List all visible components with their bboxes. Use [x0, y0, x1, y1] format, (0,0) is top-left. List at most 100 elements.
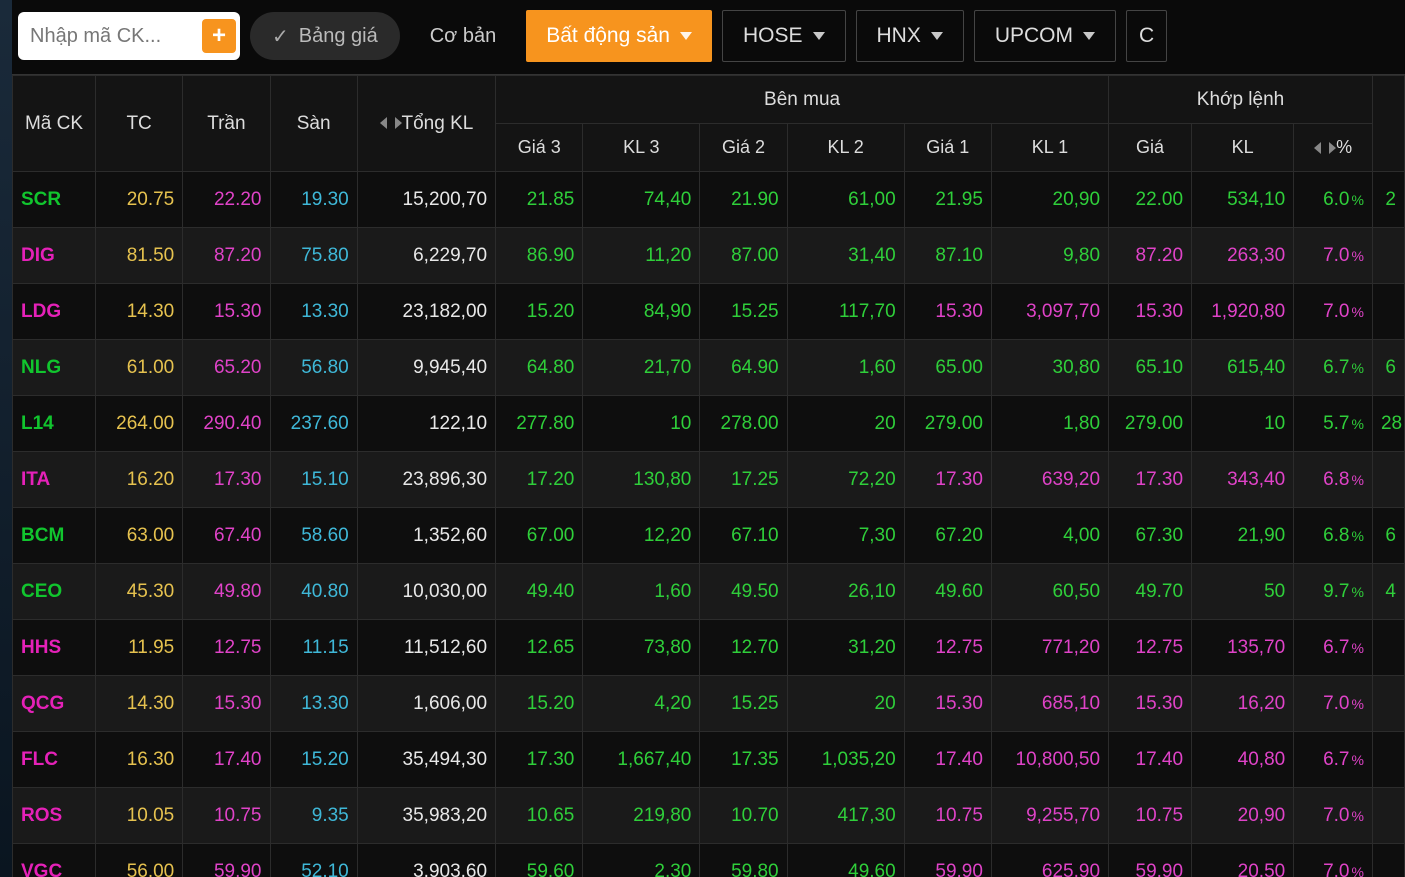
cell: 17.40	[183, 732, 270, 788]
cell: 417,30	[787, 788, 904, 844]
cell: 10.75	[1109, 788, 1192, 844]
cell: 20,90	[1192, 788, 1294, 844]
symbol-input[interactable]	[28, 24, 198, 49]
cell: 6,229,70	[357, 228, 495, 284]
cell: 59.90	[904, 844, 991, 877]
cell: 10.65	[496, 788, 583, 844]
cell: 73,80	[583, 620, 700, 676]
col-gia3[interactable]: Giá 3	[496, 124, 583, 172]
tab-bang-gia[interactable]: ✓ Bảng giá	[250, 12, 400, 60]
cell: 117,70	[787, 284, 904, 340]
cell-pct: 7.0%	[1294, 228, 1373, 284]
cell: 12.70	[700, 620, 787, 676]
cell-pct: 6.8%	[1294, 452, 1373, 508]
cell: 343,40	[1192, 452, 1294, 508]
table-row[interactable]: BCM63.0067.4058.601,352,6067.0012,2067.1…	[13, 508, 1405, 564]
tab-upcom[interactable]: UPCOM	[974, 10, 1116, 62]
cell: 45.30	[96, 564, 183, 620]
table-row[interactable]: CEO45.3049.8040.8010,030,0049.401,6049.5…	[13, 564, 1405, 620]
col-tc[interactable]: TC	[96, 76, 183, 172]
cell: 10,800,50	[991, 732, 1108, 788]
cell: 15.20	[496, 284, 583, 340]
table-row[interactable]: LDG14.3015.3013.3023,182,0015.2084,9015.…	[13, 284, 1405, 340]
cell: 1,60	[583, 564, 700, 620]
cell: SCR	[13, 172, 96, 228]
cell: 279.00	[1109, 396, 1192, 452]
cell: 534,10	[1192, 172, 1294, 228]
cell: 12.75	[904, 620, 991, 676]
cell: 59.90	[183, 844, 270, 877]
cell: 130,80	[583, 452, 700, 508]
cell-pct: 6.7%	[1294, 620, 1373, 676]
tab-co-ban[interactable]: Cơ bản	[410, 25, 516, 48]
tab-more[interactable]: C	[1126, 10, 1167, 62]
cell-pct: 9.7%	[1294, 564, 1373, 620]
tab-bat-dong-san[interactable]: Bất động sản	[526, 10, 712, 62]
cell: 60,50	[991, 564, 1108, 620]
cell: 11.15	[270, 620, 357, 676]
table-row[interactable]: SCR20.7522.2019.3015,200,7021.8574,4021.…	[13, 172, 1405, 228]
table-row[interactable]: VGC56.0059.9052.103,903,6059.602,3059.80…	[13, 844, 1405, 877]
col-mack[interactable]: Mã CK	[13, 76, 96, 172]
col-gia1[interactable]: Giá 1	[904, 124, 991, 172]
table-row[interactable]: DIG81.5087.2075.806,229,7086.9011,2087.0…	[13, 228, 1405, 284]
cell: 290.40	[183, 396, 270, 452]
table-row[interactable]: FLC16.3017.4015.2035,494,3017.301,667,40…	[13, 732, 1405, 788]
cell: 12,20	[583, 508, 700, 564]
cell: 49.60	[904, 564, 991, 620]
cell: 17.25	[700, 452, 787, 508]
table-row[interactable]: L14264.00290.40237.60122,10277.8010278.0…	[13, 396, 1405, 452]
table-row[interactable]: ROS10.0510.759.3535,983,2010.65219,8010.…	[13, 788, 1405, 844]
col-san[interactable]: Sàn	[270, 76, 357, 172]
col-pct[interactable]: %	[1294, 124, 1373, 172]
cell: 20,50	[1192, 844, 1294, 877]
cell: 771,20	[991, 620, 1108, 676]
cell: 75.80	[270, 228, 357, 284]
cell: LDG	[13, 284, 96, 340]
col-kl1[interactable]: KL 1	[991, 124, 1108, 172]
tab-hnx[interactable]: HNX	[856, 10, 964, 62]
col-gia2[interactable]: Giá 2	[700, 124, 787, 172]
cell: 40,80	[1192, 732, 1294, 788]
cell	[1372, 676, 1404, 732]
cell: FLC	[13, 732, 96, 788]
tab-hose[interactable]: HOSE	[722, 10, 846, 62]
cell: 685,10	[991, 676, 1108, 732]
cell: 2,30	[583, 844, 700, 877]
table-row[interactable]: HHS11.9512.7511.1511,512,6012.6573,8012.…	[13, 620, 1405, 676]
tab-more-label: C	[1139, 24, 1154, 48]
cell: 28	[1372, 396, 1404, 452]
cell: 21,90	[1192, 508, 1294, 564]
cell: 10,030,00	[357, 564, 495, 620]
cell: 56.00	[96, 844, 183, 877]
cell: 22.20	[183, 172, 270, 228]
table-row[interactable]: ITA16.2017.3015.1023,896,3017.20130,8017…	[13, 452, 1405, 508]
cell: 23,182,00	[357, 284, 495, 340]
col-tran[interactable]: Trần	[183, 76, 270, 172]
cell: 9,255,70	[991, 788, 1108, 844]
cell-pct: 7.0%	[1294, 788, 1373, 844]
chevron-down-icon	[813, 32, 825, 40]
cell: 67.00	[496, 508, 583, 564]
cell: 639,20	[991, 452, 1108, 508]
cell: 20.75	[96, 172, 183, 228]
col-tongkl[interactable]: Tổng KL	[357, 76, 495, 172]
cell: 21.90	[700, 172, 787, 228]
add-symbol-button[interactable]: +	[202, 19, 236, 53]
col-kl[interactable]: KL	[1192, 124, 1294, 172]
col-kl3[interactable]: KL 3	[583, 124, 700, 172]
table-header: Mã CK TC Trần Sàn Tổng KL Bên mua Khớp l…	[13, 76, 1405, 172]
cell	[1372, 844, 1404, 877]
table-row[interactable]: NLG61.0065.2056.809,945,4064.8021,7064.9…	[13, 340, 1405, 396]
table-row[interactable]: QCG14.3015.3013.301,606,0015.204,2015.25…	[13, 676, 1405, 732]
cell: 4,00	[991, 508, 1108, 564]
col-kl2[interactable]: KL 2	[787, 124, 904, 172]
cell: 278.00	[700, 396, 787, 452]
cell-pct: 6.0%	[1294, 172, 1373, 228]
cell: 15.25	[700, 676, 787, 732]
cell: ITA	[13, 452, 96, 508]
col-gia[interactable]: Giá	[1109, 124, 1192, 172]
cell: 61,00	[787, 172, 904, 228]
cell: 15.30	[904, 284, 991, 340]
chevron-down-icon	[680, 32, 692, 40]
